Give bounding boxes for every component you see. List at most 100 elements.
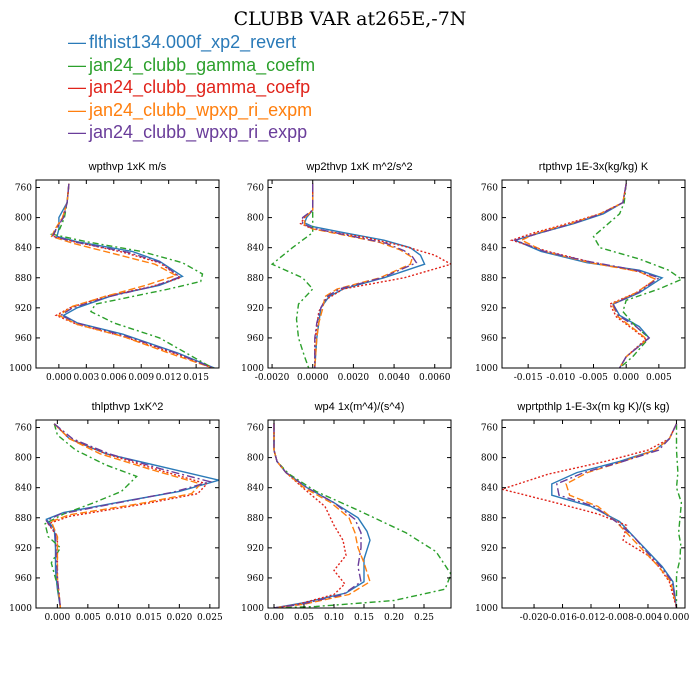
y-tick-label: 760	[481, 184, 498, 194]
y-tick-label: 760	[15, 424, 32, 434]
legend-dash: —	[68, 99, 86, 120]
x-tick-label: 0.0020	[338, 373, 370, 383]
y-tick-label: 840	[481, 244, 498, 254]
series-line	[52, 183, 213, 368]
series-line	[675, 423, 683, 608]
series-line	[551, 423, 678, 608]
x-tick-label: 0.0040	[378, 373, 410, 383]
series-line	[44, 423, 138, 608]
x-tick-label: 0.0000	[297, 373, 329, 383]
x-tick-label: 0.005	[646, 373, 672, 383]
y-tick-label: 920	[481, 304, 498, 314]
series-line	[502, 423, 678, 608]
y-tick-label: 920	[247, 304, 264, 314]
y-tick-label: 840	[247, 244, 264, 254]
chart-panel: rtpthvp 1E-3x(kg/kg) K 760 800 840 880 920 960…	[475, 161, 686, 383]
y-tick-label: 960	[481, 574, 498, 584]
series-line	[273, 423, 347, 608]
legend-item: — jan24_clubb_gamma_coefp	[68, 76, 315, 99]
legend-item: — jan24_clubb_wpxp_ri_expm	[68, 99, 315, 122]
plot-frame	[35, 419, 220, 609]
legend-dash: —	[68, 54, 86, 75]
y-tick-label: 840	[15, 484, 32, 494]
series-line	[299, 183, 451, 368]
y-tick-label: 880	[247, 514, 264, 524]
chart-title: wprtpthlp 1-E-3x(m kg K)/(s kg)	[516, 401, 669, 413]
y-tick-label: 960	[247, 574, 264, 584]
y-tick-label: 960	[15, 334, 32, 344]
y-tick-label: 760	[15, 184, 32, 194]
series-line	[303, 183, 414, 368]
series-line	[519, 183, 658, 368]
plot-frame	[501, 419, 686, 609]
x-tick-label: 0.000	[664, 613, 690, 623]
plot-frame	[501, 179, 686, 369]
x-tick-label: -0.015	[514, 373, 543, 383]
y-tick-label: 840	[481, 484, 498, 494]
y-tick-label: 760	[247, 424, 264, 434]
legend-dash: —	[68, 32, 86, 52]
y-tick-label: 800	[481, 214, 498, 224]
y-tick-label: 800	[15, 454, 32, 464]
legend: — flthist134.000f_xp2_revert — jan24_clu…	[68, 31, 315, 144]
y-tick-label: 1000	[475, 364, 498, 374]
y-tick-label: 960	[15, 574, 32, 584]
y-tick-label: 1000	[241, 364, 264, 374]
y-tick-label: 920	[481, 544, 498, 554]
y-tick-label: 920	[15, 544, 32, 554]
series-line	[303, 183, 426, 368]
legend-label: flthist134.000f_xp2_revert	[89, 32, 297, 52]
y-tick-label: 880	[247, 274, 264, 284]
series-line	[49, 183, 213, 368]
y-tick-label: 840	[15, 244, 32, 254]
series-line	[45, 423, 219, 608]
series-line	[513, 183, 664, 368]
y-tick-label: 880	[481, 514, 498, 524]
x-tick-label: 0.025	[197, 613, 223, 623]
series-line	[556, 423, 678, 608]
plot-frame	[267, 419, 452, 609]
series-line	[273, 423, 371, 608]
y-tick-label: 760	[481, 424, 498, 434]
x-tick-label: 0.015	[183, 373, 209, 383]
y-tick-label: 960	[481, 334, 498, 344]
legend-item: — jan24_clubb_gamma_coefm	[68, 54, 315, 77]
y-tick-label: 800	[247, 454, 264, 464]
series-line	[45, 423, 213, 608]
x-tick-label: 0.006	[101, 373, 127, 383]
x-tick-label: 0.000	[613, 373, 639, 383]
x-tick-label: -0.012	[577, 613, 606, 623]
chart-panel: wp4 1x(m^4)/(s^4)76080084088092096010000…	[241, 401, 452, 623]
x-tick-label: 0.00	[264, 613, 284, 623]
y-tick-label: 920	[247, 544, 264, 554]
chart-title: wpthvp 1xK m/s	[88, 161, 167, 173]
y-tick-label: 1000	[9, 604, 32, 614]
x-tick-label: 0.020	[166, 613, 192, 623]
y-tick-label: 920	[15, 304, 32, 314]
chart-title: wp4 1x(m^4)/(s^4)	[314, 401, 405, 413]
y-tick-label: 1000	[475, 604, 498, 614]
series-line	[273, 423, 371, 608]
x-tick-label: 0.25	[414, 613, 434, 623]
legend-label: jan24_clubb_wpxp_ri_expp	[89, 122, 308, 142]
legend-dash: —	[68, 122, 86, 142]
x-tick-label: 0.0060	[419, 373, 451, 383]
figure-title: CLUBB VAR at265E,-7N	[233, 8, 467, 30]
series-line	[51, 183, 213, 368]
chart-panel: thlpthvp 1xK^2 760 800 840 880 920 960 1000 0.00…	[9, 401, 223, 623]
series-line	[509, 183, 658, 368]
legend-item: — flthist134.000f_xp2_revert	[68, 31, 315, 54]
legend-label: jan24_clubb_gamma_coefm	[89, 54, 316, 75]
chart-title: thlpthvp 1xK^2	[92, 401, 164, 413]
chart-panel: wpthvp 1xK m/s 760 800 840 880 920 960 1000 0.00…	[9, 161, 220, 383]
y-tick-label: 840	[247, 484, 264, 494]
x-tick-label: -0.0020	[255, 373, 290, 383]
chart-title: rtpthvp 1E-3x(kg/kg) K	[539, 161, 649, 173]
x-tick-label: -0.020	[520, 613, 549, 623]
legend-item: — jan24_clubb_wpxp_ri_expp	[68, 121, 315, 144]
series-line	[512, 183, 661, 368]
legend-label: jan24_clubb_wpxp_ri_expm	[89, 99, 313, 120]
series-line	[50, 183, 213, 368]
series-line	[565, 423, 678, 608]
legend-dash: —	[68, 77, 86, 97]
